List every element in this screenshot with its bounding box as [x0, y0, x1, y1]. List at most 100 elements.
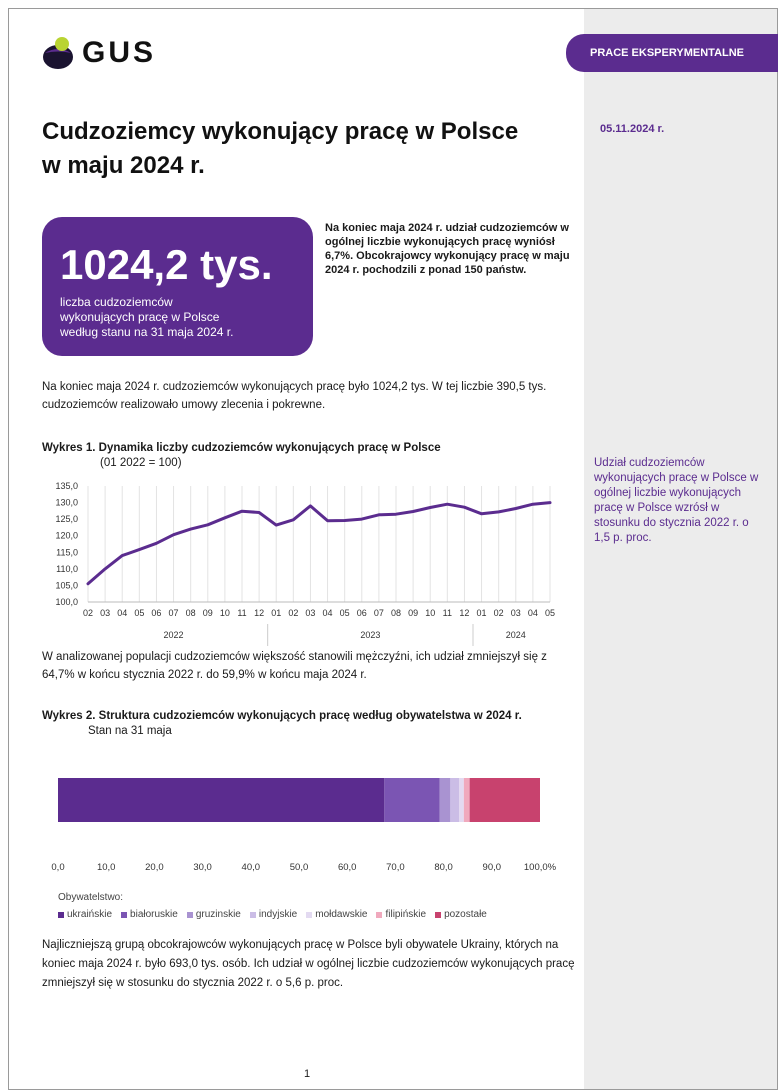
x-tick-label: 10 [425, 608, 435, 618]
x-tick-label: 01 [271, 608, 281, 618]
page-title: Cudzoziemcy wykonujący pracę w Polsce w … [42, 118, 519, 179]
x-tick-label: 10 [220, 608, 230, 618]
y-tick-label: 135,0 [55, 481, 78, 491]
x-tick-label: 30,0 [193, 862, 212, 873]
stacked-bar-chart: 0,0 10,0 20,0 30,0 40,0 50,0 60,0 70,0 80,0 90,0 1… [51, 778, 557, 873]
year-label: 2022 [164, 630, 184, 640]
x-tick-label: 03 [305, 608, 315, 618]
x-tick-label: 09 [203, 608, 213, 618]
legend-label: ukraińskie [67, 909, 113, 920]
x-tick-label: 03 [100, 608, 110, 618]
x-tick-label: 05 [134, 608, 144, 618]
x-tick-label: 05 [545, 608, 555, 618]
bar-segment-mołdawskie [459, 778, 464, 822]
x-tick-label: 02 [83, 608, 93, 618]
y-tick-label: 130,0 [55, 498, 78, 508]
x-tick-label: 07 [374, 608, 384, 618]
chart1-subtitle: (01 2022 = 100) [100, 457, 182, 469]
x-tick-label: 09 [408, 608, 418, 618]
bar-segment-ukraińskie [58, 778, 385, 822]
legend-label: pozostałe [444, 909, 487, 920]
x-tick-label: 40,0 [242, 862, 260, 873]
legend-swatch [376, 911, 383, 918]
legend-swatch [435, 911, 442, 918]
legend-label: filipińskie [385, 909, 427, 920]
gus-logo-icon [42, 36, 74, 70]
gus-logo: GUS [42, 36, 156, 70]
x-tick-label: 90,0 [483, 862, 502, 873]
x-tick-label: 01 [477, 608, 487, 618]
chart2-subtitle: Stan na 31 maja [88, 725, 172, 737]
x-tick-label: 0,0 [51, 862, 64, 873]
legend-label: mołdawskie [315, 909, 368, 920]
x-tick-label: 04 [323, 608, 333, 618]
y-tick-label: 115,0 [56, 547, 78, 557]
x-tick-label: 70,0 [386, 862, 405, 873]
x-tick-label: 11 [443, 608, 452, 618]
x-tick-label: 100,0% [524, 862, 557, 873]
right-sidebar [584, 9, 777, 1089]
publication-date: 05.11.2024 r. [600, 123, 665, 135]
side-note: Udział cudzoziemców wykonujących pracę w… [594, 457, 759, 544]
logo-text: GUS [82, 36, 157, 69]
chart1-title: Wykres 1. Dynamika liczby cudzoziemców w… [42, 442, 441, 454]
x-tick-label: 50,0 [290, 862, 309, 873]
legend-item: gruzinskie [186, 909, 241, 920]
paragraph-2: W analizowanej populacji cudzoziemców wi… [42, 651, 547, 681]
y-tick-label: 105,0 [55, 580, 78, 590]
x-tick-label: 12 [459, 608, 469, 618]
chart2-legend: Obywatelstwo: ukraińskie białoruskie gruzi… [58, 892, 487, 920]
legend-label: gruzinskie [195, 909, 241, 920]
x-tick-label: 06 [357, 608, 367, 618]
x-tick-label: 20,0 [145, 862, 164, 873]
x-tick-label: 11 [237, 608, 246, 618]
line-chart: 02 03 04 05 06 07 08 09 10 11 12 01 02 03 04 05 06 07 08 09… [55, 481, 555, 646]
paragraph-3: Najliczniejszą grupą obcokrajowców wykon… [42, 939, 575, 989]
legend-swatch [249, 911, 256, 918]
legend-item: indyjskie [249, 909, 298, 920]
page-frame [8, 8, 778, 1090]
legend-items: ukraińskie białoruskie gruzinskie indyjskie… [58, 909, 487, 920]
x-tick-label: 12 [254, 608, 264, 618]
bar-segment-filipińskie [463, 778, 470, 822]
series-line [86, 501, 552, 586]
year-label: 2024 [506, 630, 526, 640]
legend-swatch [306, 911, 313, 918]
y-tick-label: 110,0 [56, 564, 78, 574]
kpi-caption: liczba cudzoziemców wykonujących pracę w… [60, 295, 234, 339]
x-tick-label: 02 [288, 608, 298, 618]
chart2-title: Wykres 2. Struktura cudzoziemców wykonuj… [42, 710, 522, 722]
bar-segment-białoruskie [384, 778, 440, 822]
category-tag: PRACE EKSPERYMENTALNE [566, 34, 778, 72]
legend-item: ukraińskie [58, 909, 112, 920]
x-tick-label: 06 [151, 608, 161, 618]
x-tick-label: 03 [511, 608, 521, 618]
kpi-value: 1024,2 tys. [60, 241, 273, 288]
legend-item: filipińskie [376, 909, 426, 920]
kpi-box: 1024,2 tys. liczba cudzoziemców wykonują… [42, 217, 313, 356]
legend-label: białoruskie [130, 909, 178, 920]
y-tick-label: 120,0 [55, 531, 78, 541]
bar-segment-gruzinskie [439, 778, 451, 822]
x-tick-label: 08 [186, 608, 196, 618]
bar-segment-pozostałe [469, 778, 540, 822]
legend-swatch [58, 911, 64, 918]
page-number: 1 [304, 1068, 311, 1080]
paragraph-1: Na koniec maja 2024 r. cudzoziemców wyko… [42, 381, 547, 411]
legend-item: białoruskie [121, 909, 178, 920]
x-tick-label: 04 [528, 608, 538, 618]
legend-title: Obywatelstwo: [58, 892, 124, 903]
year-label: 2023 [360, 630, 380, 640]
x-tick-label: 05 [340, 608, 350, 618]
lead-text: Na koniec maja 2024 r. udział cudzoziemc… [325, 222, 570, 276]
bar-segment-indyjskie [450, 778, 460, 822]
legend-swatch [121, 911, 128, 918]
legend-item: pozostałe [435, 909, 487, 920]
x-tick-label: 07 [169, 608, 179, 618]
legend-label: indyjskie [258, 909, 298, 920]
x-tick-label: 04 [117, 608, 127, 618]
x-tick-label: 80,0 [434, 862, 453, 873]
legend-item: mołdawskie [306, 909, 367, 920]
y-tick-label: 100,0 [55, 597, 78, 607]
y-tick-label: 125,0 [55, 514, 78, 524]
